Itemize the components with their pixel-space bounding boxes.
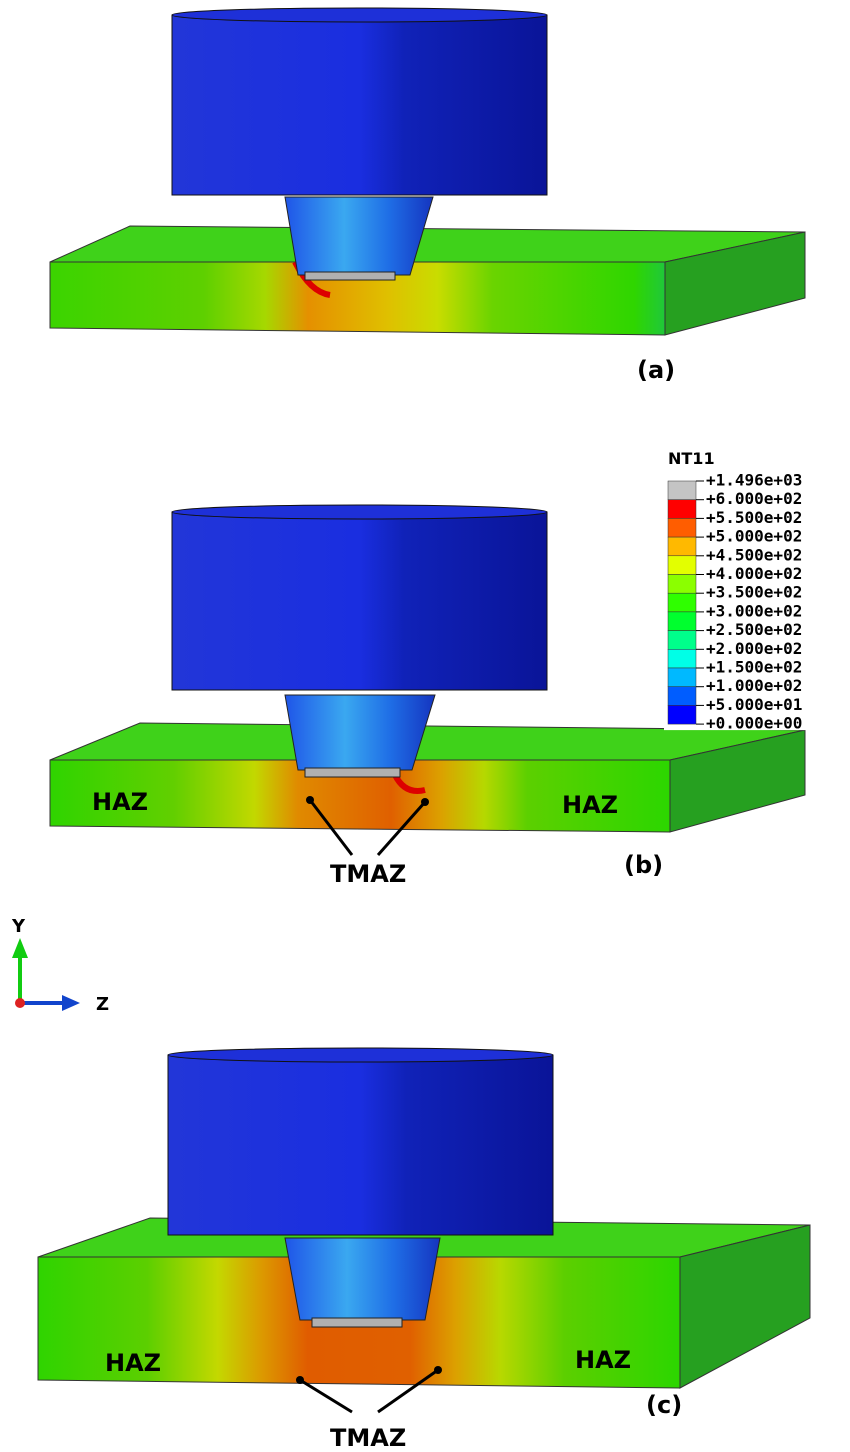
legend-swatch <box>668 631 696 650</box>
legend-label: +0.000e+00 <box>706 714 802 733</box>
legend-label: +2.000e+02 <box>706 639 802 658</box>
legend-title: NT11 <box>668 449 715 468</box>
zone-label: TMAZ <box>330 860 406 888</box>
legend-swatch <box>668 612 696 631</box>
legend-label: +1.500e+02 <box>706 658 802 677</box>
legend-label: +6.000e+02 <box>706 489 802 508</box>
legend-swatch <box>668 500 696 519</box>
legend-swatch <box>668 687 696 706</box>
panel-a: (a) <box>50 8 805 384</box>
legend-label: +2.500e+02 <box>706 620 802 639</box>
legend-swatch <box>668 481 696 500</box>
zone-label: HAZ <box>92 788 148 816</box>
legend: +1.496e+03+6.000e+02+5.500e+02+5.000e+02… <box>664 471 850 733</box>
legend-swatch <box>668 575 696 594</box>
legend-swatch <box>668 556 696 575</box>
legend-label: +4.500e+02 <box>706 545 802 564</box>
axis-label: Y <box>11 916 26 937</box>
axis-label: Z <box>96 994 109 1015</box>
legend-label: +5.500e+02 <box>706 508 802 527</box>
legend-swatch <box>668 668 696 687</box>
figure: (a) HAZ HAZ TMAZ (b) HAZ HAZ TMAZ (c) Y … <box>0 0 850 1452</box>
legend-label: +1.496e+03 <box>706 471 802 490</box>
legend-swatch <box>668 518 696 537</box>
legend-label: +5.000e+02 <box>706 527 802 546</box>
panel-label: (c) <box>646 1391 682 1419</box>
zone-label: HAZ <box>562 791 618 819</box>
legend-label: +3.000e+02 <box>706 601 802 620</box>
legend-swatch <box>668 649 696 668</box>
legend-swatch <box>668 537 696 556</box>
legend-label: +1.000e+02 <box>706 676 802 695</box>
legend-label: +3.500e+02 <box>706 583 802 602</box>
panel-label: (a) <box>637 356 675 384</box>
legend-swatch <box>668 593 696 612</box>
zone-label: TMAZ <box>330 1424 406 1452</box>
legend-label: +5.000e+01 <box>706 695 802 714</box>
zone-label: HAZ <box>575 1346 631 1374</box>
panel-c: HAZ HAZ TMAZ (c) <box>38 1048 810 1452</box>
legend-label: +4.000e+02 <box>706 564 802 583</box>
legend-swatch <box>668 705 696 724</box>
panel-label: (b) <box>624 851 663 879</box>
axis-triad: Y Z <box>11 916 109 1015</box>
zone-label: HAZ <box>105 1349 161 1377</box>
